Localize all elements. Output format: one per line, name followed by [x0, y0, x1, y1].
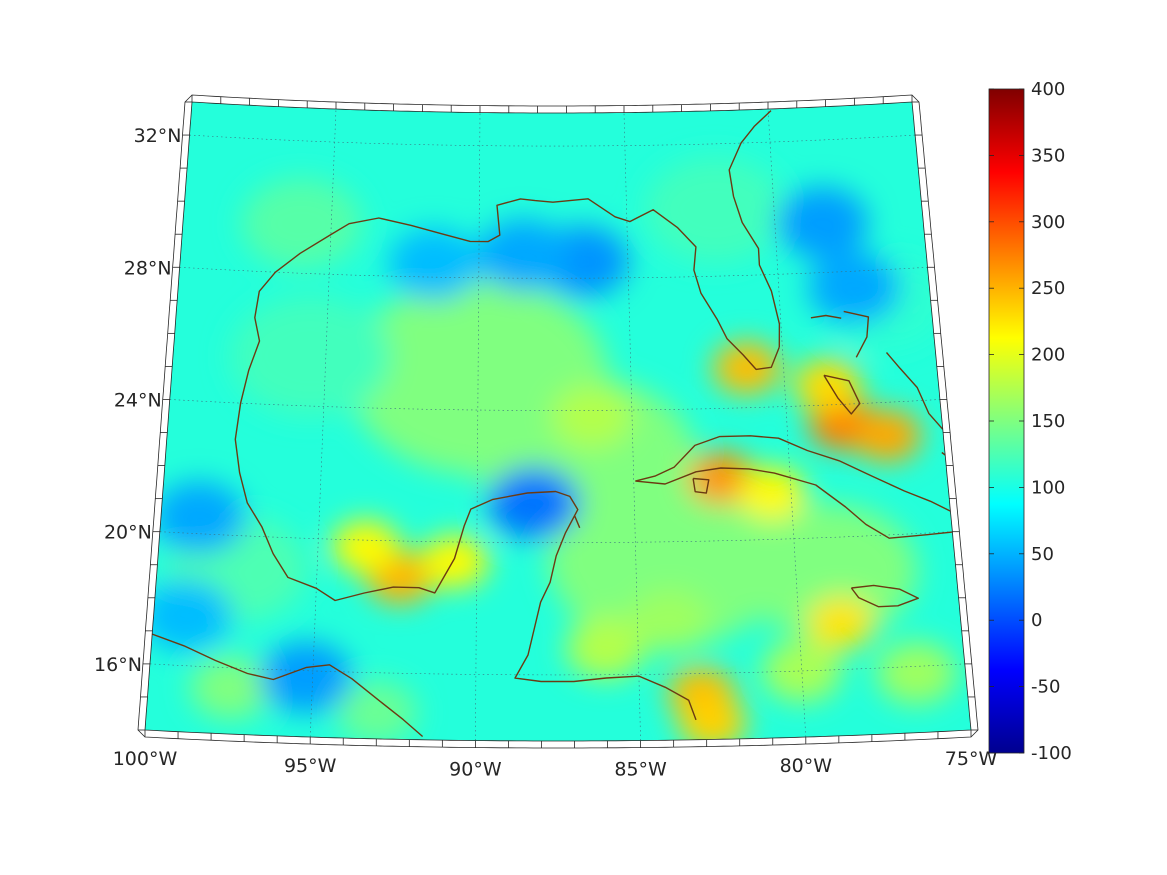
graticule: [149, 109, 965, 741]
latitude-label: 24°N: [114, 389, 162, 411]
field-hotspot-5: [793, 358, 862, 412]
longitude-labels: 100°W 95°W 90°W 85°W 80°W 75°W: [113, 748, 998, 781]
coastlines: [151, 110, 971, 738]
field-hotspot-21: [477, 219, 570, 291]
latitude-label: 20°N: [104, 522, 152, 544]
coastline-florida: [728, 110, 781, 348]
field-hotspot-6: [712, 341, 781, 395]
field-hotspot-12: [551, 385, 632, 449]
field-hotspot-27: [260, 641, 353, 714]
field-hotspot-26: [145, 580, 232, 652]
field-hotspot-1: [331, 520, 400, 574]
field-broad-4: [645, 157, 786, 263]
colorbar-tick-label: 0: [1031, 610, 1042, 631]
field-hotspot-4: [853, 408, 922, 462]
coastline-bahamas1: [843, 310, 870, 358]
colorbar-tick-label: 350: [1031, 145, 1065, 166]
longitude-label: 95°W: [284, 755, 337, 777]
colorbar-tick-label: 150: [1031, 411, 1065, 432]
colorbar-tick-label: 300: [1031, 212, 1065, 233]
coastline-jamaica: [850, 584, 919, 608]
colorbar-tick-label: 200: [1031, 345, 1065, 366]
latitude-label: 32°N: [134, 125, 182, 147]
field-broad-2: [547, 468, 788, 649]
field-hotspot-7: [687, 451, 756, 505]
field-broad-5: [241, 178, 362, 269]
coastline-pacific: [151, 633, 424, 738]
longitude-label: 90°W: [449, 759, 502, 781]
field-hotspot-17: [190, 656, 271, 719]
field-hotspot-10: [678, 696, 747, 741]
field-hotspot-13: [565, 617, 646, 680]
field-hotspot-25: [152, 481, 245, 554]
latitude-labels: 32°N 28°N 24°N 20°N 16°N: [94, 125, 181, 676]
coastline-bahamas3: [885, 352, 944, 430]
field-hotspot-8: [738, 466, 807, 520]
meridian-line: [309, 109, 337, 738]
colorbar-ticks: 400 350 300 250 200 150 100 50 0 -50 -100: [989, 79, 1072, 764]
meridian-line: [767, 109, 807, 738]
coastline-gulf: [234, 198, 780, 721]
colorbar-tick-label: 400: [1031, 79, 1065, 100]
parallel-line: [159, 531, 953, 543]
longitude-label: 75°W: [945, 748, 998, 770]
coastline-grandbahama: [810, 314, 842, 319]
colorbar: 400 350 300 250 200 150 100 50 0 -50 -100: [988, 79, 1072, 764]
colorbar-tick-label: 50: [1031, 544, 1054, 565]
latitude-label: 28°N: [124, 257, 172, 279]
field-hotspot-23: [776, 186, 869, 259]
field-broad-3: [230, 296, 391, 417]
colorbar-tick-label: -50: [1031, 677, 1060, 698]
map-panel: 32°N 28°N 24°N 20°N 16°N 100°W 95°W 90°W 85°W 80…: [94, 94, 998, 781]
colorbar-tick-label: -100: [1031, 743, 1072, 764]
coastline-bahamas2: [823, 374, 861, 415]
longitude-label: 80°W: [780, 755, 833, 777]
field-hotspot-15: [761, 639, 842, 703]
parallel-line: [179, 266, 928, 279]
meridian-line: [623, 112, 641, 741]
meridian-line: [475, 112, 481, 741]
colorbar-tick-label: 250: [1031, 278, 1065, 299]
field-hotspot-19: [487, 467, 580, 539]
data-field: [145, 157, 957, 741]
field-hotspot-24: [808, 251, 901, 324]
coastline-youth: [692, 477, 710, 494]
field-hotspot-18: [337, 681, 418, 741]
frame-ticks: [138, 95, 978, 748]
field-hotspot-2: [420, 535, 489, 589]
colorbar-gradient: [988, 88, 1025, 754]
parallel-line: [149, 663, 965, 676]
field-hotspot-14: [629, 589, 710, 653]
field-hotspot-11: [807, 596, 876, 650]
latitude-label: 16°N: [94, 654, 142, 676]
colorbar-tick-label: 100: [1031, 477, 1065, 498]
longitude-label: 100°W: [113, 748, 178, 770]
coastline-yucatanIsl: [574, 515, 581, 529]
field-hotspot-22: [388, 228, 481, 300]
longitude-label: 85°W: [614, 759, 667, 781]
field-hotspot-16: [876, 641, 957, 705]
